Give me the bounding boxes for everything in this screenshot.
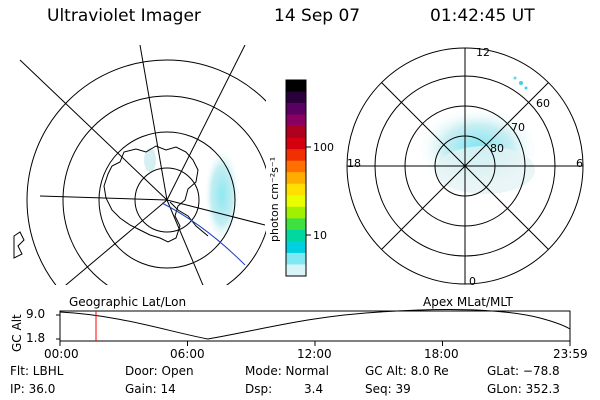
status-mode: Mode: Normal: [245, 364, 329, 378]
status-dsp-value: 3.4: [304, 382, 324, 396]
status-dsp-label: Dsp:: [245, 382, 273, 396]
colorbar-cell: [286, 252, 306, 266]
status-glat: GLat: −78.8: [487, 364, 560, 378]
timeline-ytick-9: 9.0: [26, 307, 46, 321]
colorbar-cell: [286, 264, 306, 277]
status-door: Door: Open: [125, 364, 194, 378]
aurora-emission-left: [204, 147, 240, 243]
colorbar-cell: [286, 229, 306, 243]
colorbar-cell: [286, 126, 306, 139]
mlt-label-6: 6: [576, 157, 583, 170]
geographic-panel-label: Geographic Lat/Lon: [69, 295, 187, 309]
timeline-ytick-1-8: 1.8: [26, 331, 46, 345]
mlt-label-0: 0: [469, 275, 476, 288]
colorbar: [285, 79, 311, 277]
colorbar-cell: [286, 195, 306, 208]
lat-circles: [26, 59, 266, 285]
status-ip: IP: 36.0: [10, 382, 56, 396]
mlt-meridians: [347, 48, 583, 284]
status-glon: GLon: 352.3: [487, 382, 560, 396]
colorbar-tick-label-10: 10: [313, 229, 327, 242]
timeline-xtick-2359: 23:59: [553, 347, 588, 361]
colorbar-cell: [286, 183, 306, 196]
mlt-label-12: 12: [476, 46, 490, 59]
geographic-map: [13, 45, 266, 285]
date-label: 14 Sep 07: [274, 6, 361, 26]
gc-altitude-curve: [59, 309, 571, 340]
mlat-label-80: 80: [490, 142, 504, 155]
instrument-title: Ultraviolet Imager: [47, 6, 201, 26]
mlt-polar-plot: [346, 47, 584, 285]
colorbar-cell: [286, 206, 306, 219]
south-america-coastline: [13, 231, 25, 259]
peninsula-coastline: [169, 201, 209, 237]
colorbar-cell: [286, 218, 306, 231]
colorbar-cell: [286, 241, 306, 254]
timeline-axis-label: GC Alt: [10, 314, 24, 352]
colorbar-cell: [286, 149, 306, 162]
timeline-xtick-0000: 00:00: [44, 347, 79, 361]
timeline-plot: [56, 309, 571, 346]
aurora-patch-left: [144, 148, 156, 172]
colorbar-cell: [286, 137, 306, 150]
timeline-xtick-0600: 06:00: [170, 347, 205, 361]
aurora-diffuse-right: [435, 146, 535, 194]
status-gc-alt: GC Alt: 8.0 Re: [365, 364, 449, 378]
colorbar-unit-label: photon cm⁻²s⁻¹: [268, 156, 281, 242]
time-label: 01:42:45 UT: [430, 6, 535, 26]
colorbar-cell: [286, 172, 306, 185]
mlt-label-18: 18: [347, 157, 361, 170]
colorbar-cell: [286, 103, 306, 116]
mlat-label-70: 70: [511, 121, 525, 134]
meridians: [19, 45, 266, 285]
antarctica-coastline: [103, 145, 199, 243]
apex-panel-label: Apex MLat/MLT: [423, 295, 513, 309]
colorbar-cell: [286, 80, 306, 93]
satellite-track: [161, 202, 246, 266]
timeline-xtick-1200: 12:00: [297, 347, 332, 361]
status-flt: Flt: LBHL: [10, 364, 64, 378]
timeline-x-ticks: [59, 341, 571, 346]
mlat-label-60: 60: [536, 97, 550, 110]
colorbar-cell: [286, 114, 306, 127]
status-gain: Gain: 14: [125, 382, 176, 396]
colorbar-cell: [286, 91, 306, 104]
status-seq: Seq: 39: [365, 382, 411, 396]
colorbar-tick-label-100: 100: [313, 141, 334, 154]
colorbar-cell: [286, 160, 306, 173]
timeline-xtick-1800: 18:00: [424, 347, 459, 361]
